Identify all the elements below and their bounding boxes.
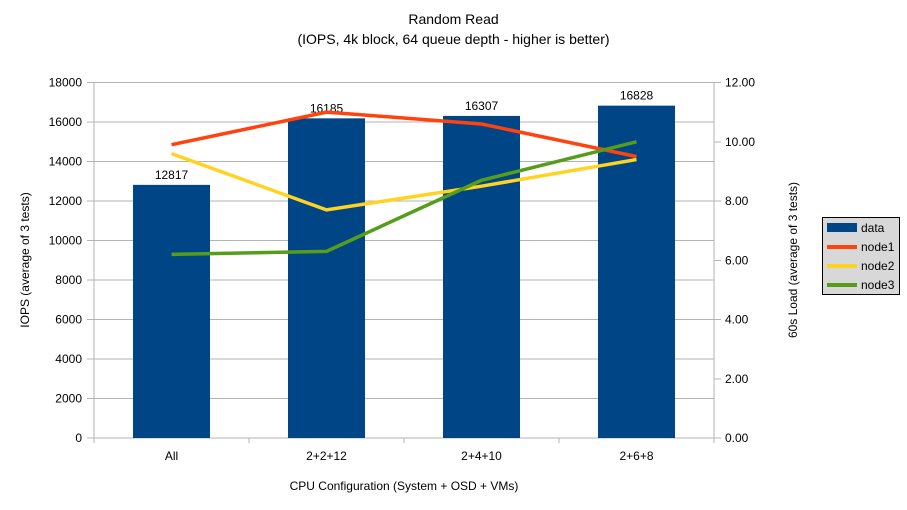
y-tick-label-right: 8.00	[725, 194, 749, 208]
y-tick-label-left: 6000	[55, 313, 82, 327]
x-category-label: 2+2+12	[306, 449, 347, 463]
y-tick-label-left: 4000	[55, 352, 82, 366]
y-tick-label-left: 18000	[49, 76, 83, 90]
legend-item-node2: node2	[827, 256, 899, 275]
legend-swatch-data	[827, 223, 857, 232]
bar-value-label: 16307	[465, 99, 499, 113]
y-tick-label-right: 2.00	[725, 372, 749, 386]
bar-value-label: 12817	[155, 168, 189, 182]
legend-label-data: data	[861, 220, 885, 235]
y-tick-label-left: 12000	[49, 194, 83, 208]
y-tick-label-right: 10.00	[725, 135, 755, 149]
legend: data node1 node2 node3	[822, 217, 900, 295]
line-node2	[170, 151, 637, 212]
bar-2+2+12	[288, 118, 365, 438]
chart-title: Random Read	[408, 11, 499, 27]
y-tick-label-right: 6.00	[725, 253, 749, 267]
x-category-label: 2+6+8	[619, 449, 653, 463]
chart-subtitle: (IOPS, 4k block, 64 queue depth - higher…	[297, 31, 610, 47]
left-axis-title: IOPS (average of 3 tests)	[18, 192, 32, 328]
legend-item-data: data	[827, 218, 899, 237]
legend-item-node3: node3	[827, 275, 899, 294]
y-tick-label-left: 16000	[49, 115, 83, 129]
x-category-label: 2+4+10	[461, 449, 502, 463]
legend-label-node2: node2	[861, 258, 895, 273]
legend-label-node3: node3	[861, 277, 895, 292]
y-tick-label-left: 2000	[55, 392, 82, 406]
x-axis-title: CPU Configuration (System + OSD + VMs)	[289, 479, 519, 493]
y-tick-label-right: 12.00	[725, 76, 755, 90]
line-node3	[171, 140, 637, 257]
line-node1	[171, 110, 637, 159]
right-axis-title: 60s Load (average of 3 tests)	[786, 181, 800, 339]
legend-swatch-node3	[827, 282, 857, 287]
y-tick-label-left: 14000	[49, 155, 83, 169]
legend-label-node1: node1	[861, 239, 895, 254]
y-tick-label-left: 10000	[49, 234, 83, 248]
chart-title-block: Random Read (IOPS, 4k block, 64 queue de…	[0, 9, 907, 49]
bar-2+4+10	[443, 115, 520, 438]
y-tick-label-left: 8000	[55, 273, 82, 287]
bar-value-label: 16828	[620, 89, 654, 103]
y-tick-label-left: 0	[75, 431, 82, 445]
x-category-label: All	[165, 449, 178, 463]
legend-swatch-node2	[827, 263, 857, 268]
bar-All	[133, 184, 210, 438]
y-tick-label-right: 0.00	[725, 431, 749, 445]
legend-item-node1: node1	[827, 237, 899, 256]
y-tick-label-right: 4.00	[725, 313, 749, 327]
legend-swatch-node1	[827, 244, 857, 249]
